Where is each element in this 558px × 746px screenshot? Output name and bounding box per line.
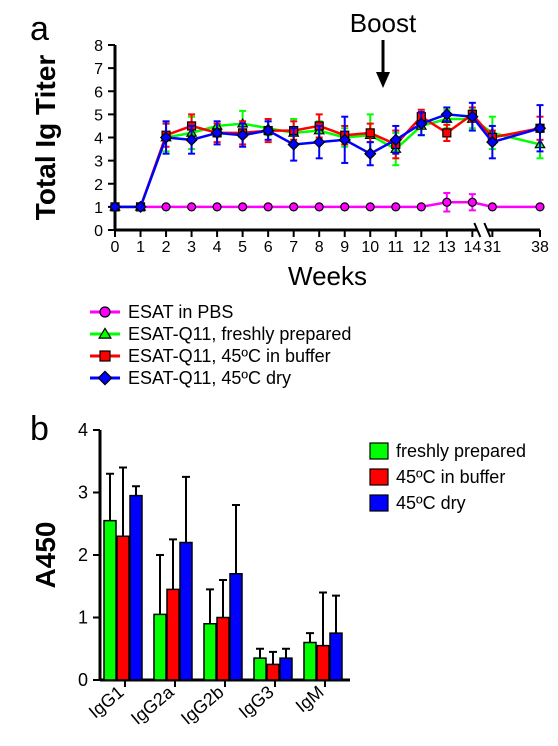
bar — [304, 643, 316, 681]
panel-a-ytick: 3 — [94, 154, 103, 171]
panel-b-xtick: IgG2b — [177, 682, 227, 729]
figure: aBoost012345678012345678910111213143138T… — [0, 0, 558, 746]
bar — [117, 536, 129, 680]
bar — [204, 624, 216, 680]
legend-item-text: 45ºC dry — [396, 493, 466, 513]
panel-a-legend: ESAT in PBSESAT-Q11, freshly preparedESA… — [90, 302, 351, 388]
panel-a-ytick: 1 — [94, 200, 103, 217]
panel-a-ytick: 8 — [94, 38, 103, 55]
panel-a-ytick: 4 — [94, 131, 103, 148]
panel-b-ytick: 3 — [78, 483, 88, 503]
panel-a-xtick: 2 — [162, 239, 171, 256]
panel-a-x-title: Weeks — [288, 261, 367, 291]
panel-a-xtick: 8 — [315, 239, 324, 256]
panel-b-ytick: 2 — [78, 545, 88, 565]
panel-a-xtick: 7 — [289, 239, 298, 256]
panel-a-xtick: 5 — [238, 239, 247, 256]
bar — [280, 658, 292, 680]
legend-item-text: ESAT in PBS — [128, 302, 233, 322]
panel-b-xtick: IgG3 — [235, 682, 278, 722]
panel-b-xtick: IgG2a — [127, 681, 178, 728]
panel-a-data — [110, 103, 546, 212]
series-line — [115, 119, 540, 207]
bar — [267, 664, 279, 680]
panel-b-data — [104, 468, 342, 681]
bar — [130, 496, 142, 680]
panel-a-xtick: 6 — [264, 239, 273, 256]
panel-b-legend: freshly prepared 45ºC in buffer 45ºC dry — [370, 441, 526, 513]
panel-a-label: a — [30, 10, 49, 48]
panel-b-y-title: A450 — [30, 522, 61, 589]
bar — [104, 521, 116, 680]
bar — [254, 658, 266, 680]
panel-b-label: b — [30, 410, 49, 448]
panel-a-ytick: 5 — [94, 107, 103, 124]
panel-b-ytick: 0 — [78, 670, 88, 690]
legend-item-text: 45ºC in buffer — [396, 467, 505, 487]
bar — [154, 614, 166, 680]
panel-a-y-title: Total Ig Titer — [30, 55, 61, 221]
bar — [230, 574, 242, 680]
panel-a-ytick: 7 — [94, 61, 103, 78]
panel-a-xtick: 14 — [463, 239, 481, 256]
panel-a-xtick: 4 — [213, 239, 222, 256]
panel-a-xtick: 31 — [483, 239, 501, 256]
panel-a-xtick: 13 — [438, 239, 456, 256]
panel-a-ytick: 6 — [94, 84, 103, 101]
boost-arrowhead — [376, 72, 390, 88]
panel-b-ytick: 1 — [78, 608, 88, 628]
panel-a-xtick: 3 — [187, 239, 196, 256]
bar — [317, 646, 329, 680]
boost-label: Boost — [350, 8, 417, 38]
panel-a-ytick: 0 — [94, 223, 103, 240]
series-line — [115, 114, 540, 207]
bar — [180, 543, 192, 681]
panel-a-xtick: 1 — [136, 239, 145, 256]
panel-b-xtick: IgG1 — [85, 682, 128, 722]
panel-a-xtick: 10 — [361, 239, 379, 256]
bar — [330, 633, 342, 680]
legend-item-text: ESAT-Q11, 45ºC dry — [128, 368, 291, 388]
legend-item-text: ESAT-Q11, freshly prepared — [128, 324, 351, 344]
panel-a-xtick: 0 — [111, 239, 120, 256]
panel-b-ytick: 4 — [78, 420, 88, 440]
legend-item-text: freshly prepared — [396, 441, 526, 461]
bar — [217, 618, 229, 681]
panel-a-ytick: 2 — [94, 177, 103, 194]
panel-a-xtick: 9 — [340, 239, 349, 256]
bar — [167, 589, 179, 680]
panel-a-xtick: 38 — [531, 239, 549, 256]
panel-b-xtick: IgM — [292, 682, 328, 717]
legend-item-text: ESAT-Q11, 45ºC in buffer — [128, 346, 331, 366]
panel-a-xtick: 11 — [387, 239, 404, 256]
panel-a-xtick: 12 — [412, 239, 430, 256]
